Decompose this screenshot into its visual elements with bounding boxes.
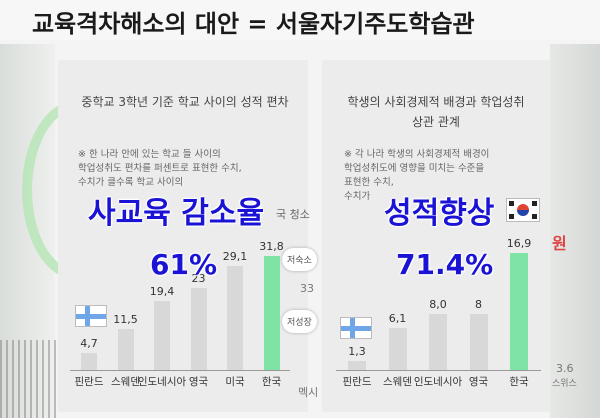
left-partial-text: 국 청소 (276, 208, 310, 221)
right-note-3: 표현한 수치, (344, 177, 394, 188)
left-overlay-pct: 61% (150, 248, 218, 281)
right-decoration (550, 44, 600, 418)
left-note-3: 수치가 클수록 학교 사이의 (78, 177, 184, 188)
korea-flag-icon (506, 198, 540, 222)
bar-value-label: 6,1 (388, 311, 407, 325)
bar-value-label: 8 (475, 298, 482, 312)
right-chart-title-1: 학생의 사회경제적 배경과 학업성취 (347, 95, 525, 109)
bar-한국 (263, 256, 280, 370)
bar-영국 (469, 314, 488, 370)
category-label: 인도네시아 (137, 376, 187, 388)
bar-영국 (190, 287, 207, 370)
bar-value-label: 8,0 (429, 298, 447, 312)
right-side-red: 원 (552, 234, 567, 253)
category-label: 스웨덴 (383, 376, 412, 388)
category-label: 스웨덴 (111, 376, 140, 388)
bar-value-label: 4,7 (80, 337, 98, 351)
bar-value-label: 31,8 (259, 240, 284, 254)
finland-flag-icon-2 (340, 317, 372, 339)
right-note-4: 수치가 (344, 191, 371, 202)
right-axis (336, 370, 541, 371)
bar-스웨덴 (117, 328, 134, 370)
left-note-1: ※ 한 나라 안에 있는 학교 들 사이의 (78, 149, 221, 160)
left-overlay-label: 사교육 감소율 (88, 196, 265, 231)
category-label: 핀란드 (342, 376, 372, 388)
bar-미국 (227, 266, 243, 370)
left-axis (70, 370, 290, 371)
bar-핀란드 (348, 360, 366, 370)
left-side-value: 33 (300, 282, 314, 295)
right-chart-title-2: 상관 관계 (412, 115, 460, 129)
bar-value-label: 19,4 (149, 284, 175, 298)
right-overlay-label: 성적향상 (384, 196, 495, 231)
line-decoration (0, 340, 60, 418)
category-label: 핀란드 (74, 376, 104, 388)
left-chart-title: 중학교 3학년 기준 학교 사이의 성적 편차 (81, 95, 289, 109)
title-bar: 교육격차해소의 대안 = 서울자기주도학습관 (0, 0, 600, 40)
right-overlay-pct: 71.4% (396, 248, 494, 281)
bar-한국 (510, 252, 528, 370)
category-label: 인도네시아 (413, 376, 463, 388)
bar-인도네시아 (429, 314, 447, 370)
finland-flag-icon (75, 305, 107, 327)
category-label: 한국 (261, 376, 282, 388)
category-label: 영국 (188, 376, 209, 388)
left-side-cat: 멕시 (298, 386, 319, 399)
left-note-2: 학업성취도 편차를 퍼센트로 표현한 수치, (78, 163, 242, 174)
bar-value-label: 29,1 (222, 250, 248, 264)
bar-핀란드 (81, 353, 97, 370)
bar-value-label: 23 (191, 271, 206, 285)
right-note-2: 학업성취도에 영향을 미치는 수준을 (344, 163, 485, 174)
bar-인도네시아 (154, 300, 170, 370)
bar-value-label: 16,9 (506, 236, 532, 250)
bar-value-label: 11,5 (113, 312, 138, 326)
right-side-value: 3.6 (556, 362, 574, 375)
category-label: 영국 (468, 376, 489, 388)
badge-2: 저성장 (282, 310, 317, 333)
bar-value-label: 1,3 (348, 344, 366, 358)
bar-스웨덴 (388, 327, 407, 370)
slide-title: 교육격차해소의 대안 = 서울자기주도학습관 (32, 10, 475, 38)
category-label: 한국 (509, 376, 529, 388)
right-note-1: ※ 각 나라 학생의 사회경제적 배경이 (344, 149, 490, 160)
badge-1: 저숙소 (282, 248, 317, 271)
category-label: 미국 (225, 376, 245, 388)
right-side-cat: 스위스 (552, 379, 577, 389)
